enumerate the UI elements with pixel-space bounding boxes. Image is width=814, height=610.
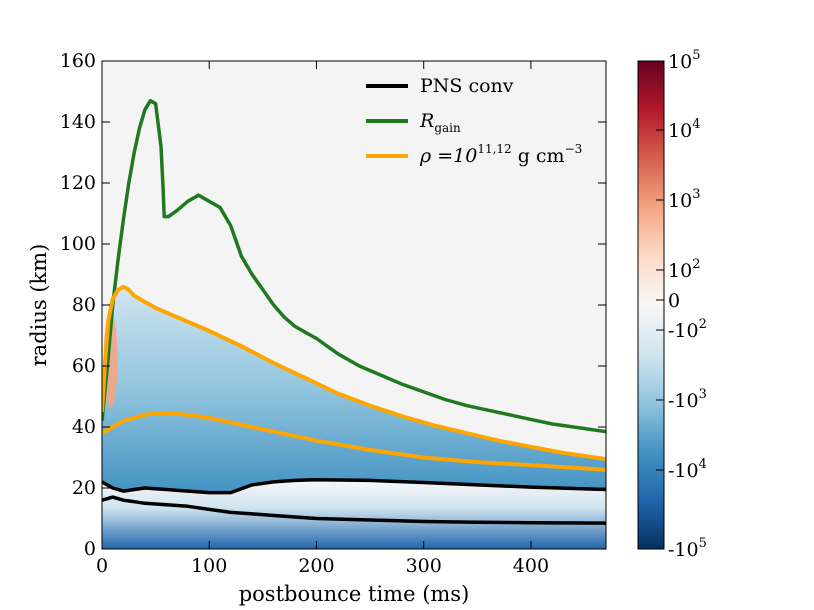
colorbar-tick-label: 104 bbox=[668, 117, 700, 142]
colorbar-tick-label: 102 bbox=[668, 257, 700, 282]
legend-label: Rgain bbox=[419, 110, 461, 135]
colorbar-tick-label: -104 bbox=[668, 457, 707, 482]
series-line-4 bbox=[102, 495, 606, 525]
y-tick-label: 160 bbox=[60, 50, 96, 72]
colorbar-tick-label: -103 bbox=[668, 387, 707, 412]
series-layer bbox=[102, 98, 606, 525]
x-tick-label: 200 bbox=[298, 555, 334, 577]
legend-label: PNS conv bbox=[420, 75, 514, 97]
x-tick-label: 300 bbox=[406, 555, 442, 577]
heatmap-convective-band bbox=[102, 286, 606, 493]
y-tick-label: 80 bbox=[72, 294, 96, 316]
series-line-2 bbox=[102, 411, 606, 472]
y-tick-label: 120 bbox=[60, 172, 96, 194]
series-line-0 bbox=[102, 98, 606, 434]
x-axis: 0 100 200 300 400 bbox=[96, 61, 549, 577]
heatmap-layer bbox=[102, 286, 606, 549]
y-tick-label: 140 bbox=[60, 111, 96, 133]
colorbar: 105 104 103 102 0 -102 -103 -104 -105 bbox=[637, 48, 707, 561]
x-axis-label: postbounce time (ms) bbox=[239, 582, 470, 606]
x-tick-label: 400 bbox=[513, 555, 549, 577]
y-axis: 0 20 40 60 80 100 120 140 160 bbox=[60, 50, 606, 560]
y-tick-label: 100 bbox=[60, 233, 96, 255]
y-tick-label: 40 bbox=[72, 416, 96, 438]
colorbar-tick-label: -105 bbox=[668, 536, 707, 561]
colorbar-tick-label: -102 bbox=[668, 317, 707, 342]
x-tick-label: 0 bbox=[96, 555, 108, 577]
colorbar-tick-label: 0 bbox=[668, 290, 680, 312]
colorbar-gradient bbox=[637, 60, 665, 550]
series-line-3 bbox=[102, 478, 606, 495]
y-tick-label: 20 bbox=[72, 477, 96, 499]
y-tick-label: 60 bbox=[72, 355, 96, 377]
y-axis-label: radius (km) bbox=[27, 244, 51, 367]
x-tick-label: 100 bbox=[191, 555, 227, 577]
colorbar-tick-label: 103 bbox=[668, 187, 700, 212]
heatmap-core-band bbox=[102, 479, 606, 549]
colorbar-tick-label: 105 bbox=[668, 48, 700, 73]
y-tick-label: 0 bbox=[84, 538, 96, 560]
series-line-1 bbox=[102, 284, 606, 461]
legend-label: ρ =1011,12 g cm−3 bbox=[419, 142, 582, 167]
legend: PNS conv Rgain ρ =1011,12 g cm−3 bbox=[366, 75, 582, 167]
